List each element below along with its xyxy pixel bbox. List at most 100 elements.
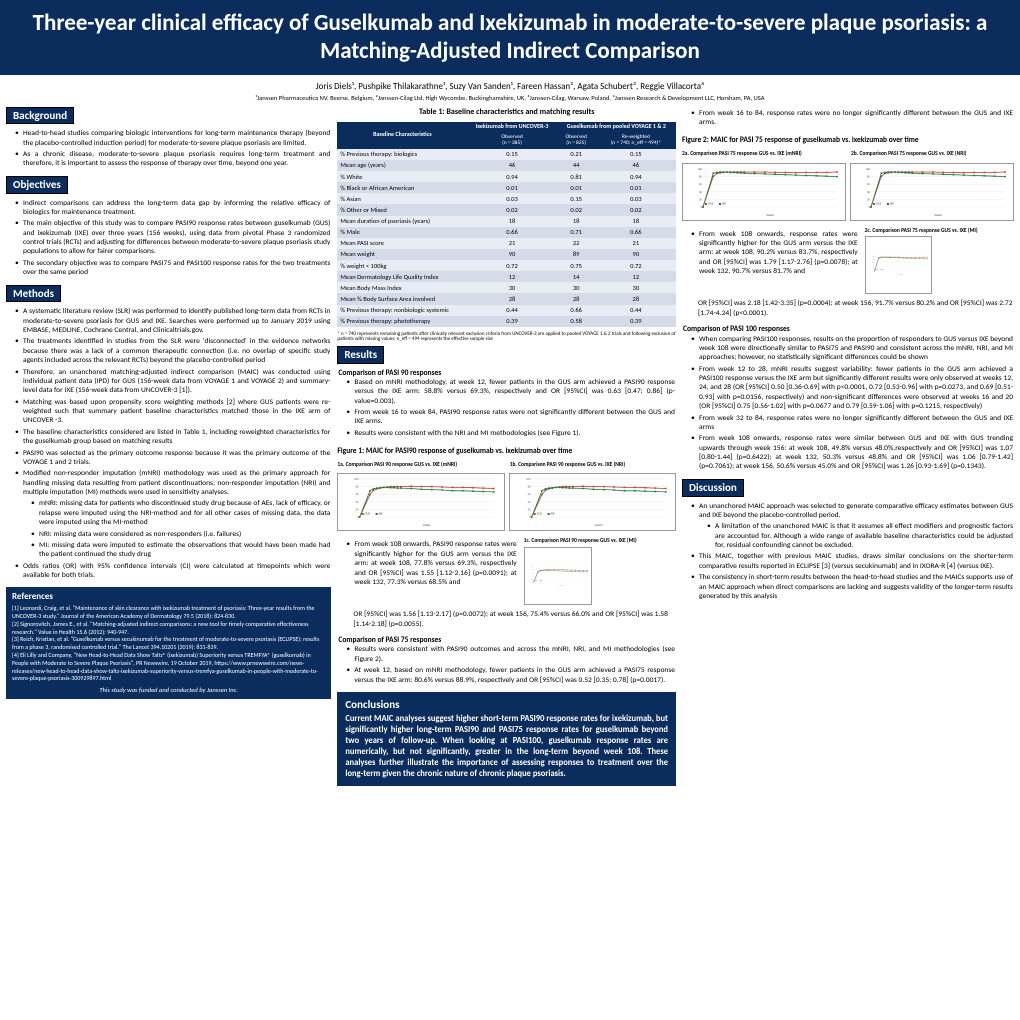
sub-pasi90: Comparison of PASI 90 responses	[338, 369, 441, 378]
svg-text:20: 20	[527, 508, 531, 512]
f1c-lbl: 1c. Comparison PASI 90 response GUS vs. …	[524, 538, 676, 545]
hdr-conclusions: Conclusions	[345, 698, 399, 714]
svg-text:40: 40	[867, 189, 871, 193]
svg-text:20: 20	[867, 197, 871, 201]
hdr-objectives: Objectives	[6, 176, 68, 194]
svg-text:GUS: GUS	[365, 512, 371, 516]
r100-1: When comparing PASI100 responses, result…	[691, 335, 1013, 363]
table1: Baseline Characteristics Ixekizumab from…	[337, 122, 676, 327]
svg-text:GUS: GUS	[876, 269, 878, 271]
svg-text:Weeks: Weeks	[559, 585, 563, 587]
svg-text:20: 20	[873, 268, 875, 270]
r90-2: From week 16 to week 84, PASI90 response…	[346, 408, 675, 427]
svg-text:IXE: IXE	[890, 201, 894, 205]
table1-note: * n = 740 represents remaining patients …	[337, 332, 676, 343]
r75-5: OR [95%CI] was 2.18 [1.42-3.35] (p=0.000…	[682, 297, 1014, 320]
svg-text:60: 60	[699, 182, 703, 186]
svg-text:80: 80	[873, 259, 875, 261]
title-bar: Three-year clinical efficacy of Guselkum…	[0, 0, 1020, 75]
f2c-lbl: 2c. Comparison PASI 75 response GUS vs. …	[865, 228, 1014, 235]
chart-1c: 020406080100WeeksGUSIXE	[524, 547, 593, 605]
authors: Joris Diels¹, Pushpike Thilakarathne¹, S…	[0, 75, 1020, 94]
svg-text:20: 20	[356, 508, 360, 512]
f2b-lbl: 2b. Comparison PASI 75 response GUS vs. …	[851, 151, 1014, 158]
m7a: mNRI: missing data for patients who disc…	[31, 499, 330, 527]
hdr-methods: Methods	[6, 285, 61, 303]
hdr-background: Background	[6, 107, 74, 125]
r100-2: From week 12 to 28, mNRI results suggest…	[691, 365, 1013, 412]
r75-3: From week 16 to 84, response rates were …	[691, 109, 1013, 128]
t1-gus: Guselkumab from pooled VOYAGE 1 & 2	[557, 122, 676, 133]
ref2: [2] Signorovitch, James E., et al. "Matc…	[12, 621, 325, 637]
hdr-references: References	[12, 591, 325, 603]
svg-text:IXE: IXE	[379, 512, 383, 516]
svg-text:100: 100	[865, 167, 870, 171]
m1: A systematic literature review (SLR) was…	[15, 307, 330, 335]
d1a: A limitation of the unanchored MAIC is t…	[707, 522, 1013, 550]
ref4: [4] Eli Lilly and Company, "New Head-to-…	[12, 652, 325, 683]
svg-text:80: 80	[527, 485, 531, 489]
m7c: MI: missing data were imputed to estimat…	[31, 541, 330, 560]
hdr-discussion: Discussion	[682, 479, 744, 497]
affiliations: ¹Janssen Pharmaceutica NV, Beerse, Belgi…	[0, 94, 1020, 106]
chart-2c: 020406080100WeeksGUSIXE	[865, 236, 932, 294]
r100-4: From week 108 onwards, response rates we…	[691, 434, 1013, 472]
svg-text:Weeks: Weeks	[766, 213, 775, 217]
conclusions-text: Current MAIC analyses suggest higher sho…	[345, 714, 668, 780]
hdr-results: Results	[337, 346, 384, 364]
svg-text:100: 100	[872, 256, 874, 258]
chart-2a: 020406080100WeeksGUSIXE	[682, 163, 846, 221]
m3: Therefore, an unanchored matching-adjust…	[15, 368, 330, 396]
bg-1: Head-to-head studies comparing biologic …	[15, 129, 330, 148]
svg-text:0: 0	[700, 205, 702, 209]
sub-pasi75: Comparison of PASI 75 responses	[338, 636, 441, 645]
conclusions-box: Conclusions Current MAIC analyses sugges…	[337, 692, 676, 786]
obj-1: Indirect comparisons can address the lon…	[15, 199, 330, 218]
svg-text:Weeks: Weeks	[594, 523, 603, 527]
obj-2: The main objective of this study was to …	[15, 219, 330, 257]
table1-title: Table 1: Baseline characteristics and ma…	[337, 107, 676, 117]
svg-text:40: 40	[873, 265, 875, 267]
svg-text:GUS: GUS	[708, 201, 714, 205]
svg-text:40: 40	[356, 500, 360, 504]
svg-text:40: 40	[699, 189, 703, 193]
chart-1a: 020406080100WeeksGUSIXE	[337, 473, 504, 531]
svg-text:Weeks: Weeks	[899, 274, 903, 276]
svg-text:60: 60	[873, 262, 875, 264]
svg-text:0: 0	[868, 205, 870, 209]
poster-title: Three-year clinical efficacy of Guselkum…	[20, 10, 1000, 65]
f1a-lbl: 1a. Comparison PASI 90 response GUS vs. …	[337, 462, 503, 469]
svg-text:80: 80	[699, 174, 703, 178]
svg-text:80: 80	[532, 569, 534, 571]
fig1-title: Figure 1: MAIC for PASI90 response of gu…	[337, 445, 676, 458]
d3: The consistency in short-term results be…	[691, 573, 1013, 601]
sub-pasi100: Comparison of PASI 100 responses	[683, 325, 790, 334]
svg-text:0: 0	[357, 515, 359, 519]
m5: The baseline characteristics considered …	[15, 428, 330, 447]
m7: Modified non-responder imputation (mNRI)…	[15, 469, 330, 559]
svg-text:80: 80	[867, 174, 871, 178]
m8: Odds ratios (OR) with 95% confidence int…	[15, 562, 330, 581]
obj-3: The secondary objective was to compare P…	[15, 259, 330, 278]
fig2-title: Figure 2: MAIC for PASI 75 response of g…	[682, 134, 1014, 147]
ref3: [3] Reich, Kristian, et al. "Guselkumab …	[12, 636, 325, 652]
svg-text:60: 60	[356, 493, 360, 497]
svg-text:40: 40	[532, 576, 534, 578]
svg-text:Weeks: Weeks	[934, 213, 943, 217]
d2: This MAIC, together with previous MAIC s…	[691, 552, 1013, 571]
svg-text:100: 100	[697, 167, 702, 171]
references-box: References [1] Leonardi, Craig, et al. "…	[6, 587, 331, 698]
m2: The treatments identified in studies fro…	[15, 337, 330, 365]
r90-5: OR [95%CI] was 1.56 [1.13-2.17] (p=0.007…	[337, 608, 676, 631]
svg-text:IXE: IXE	[541, 580, 543, 582]
r75-1: Results were consistent with PASI90 outc…	[346, 645, 675, 664]
t1-ixe: Ixekizumab from UNCOVER-3	[467, 122, 556, 133]
r100-3: From week 32 to 84, response rates were …	[691, 414, 1013, 433]
svg-text:IXE: IXE	[882, 269, 884, 271]
svg-text:IXE: IXE	[550, 512, 554, 516]
svg-text:100: 100	[531, 566, 533, 568]
r75-2: At week 12, based on mNRI methodology, f…	[346, 666, 675, 685]
svg-text:60: 60	[527, 493, 531, 497]
f1b-lbl: 1b. Comparison PASI 90 response GUS vs. …	[510, 462, 676, 469]
svg-text:80: 80	[356, 485, 360, 489]
